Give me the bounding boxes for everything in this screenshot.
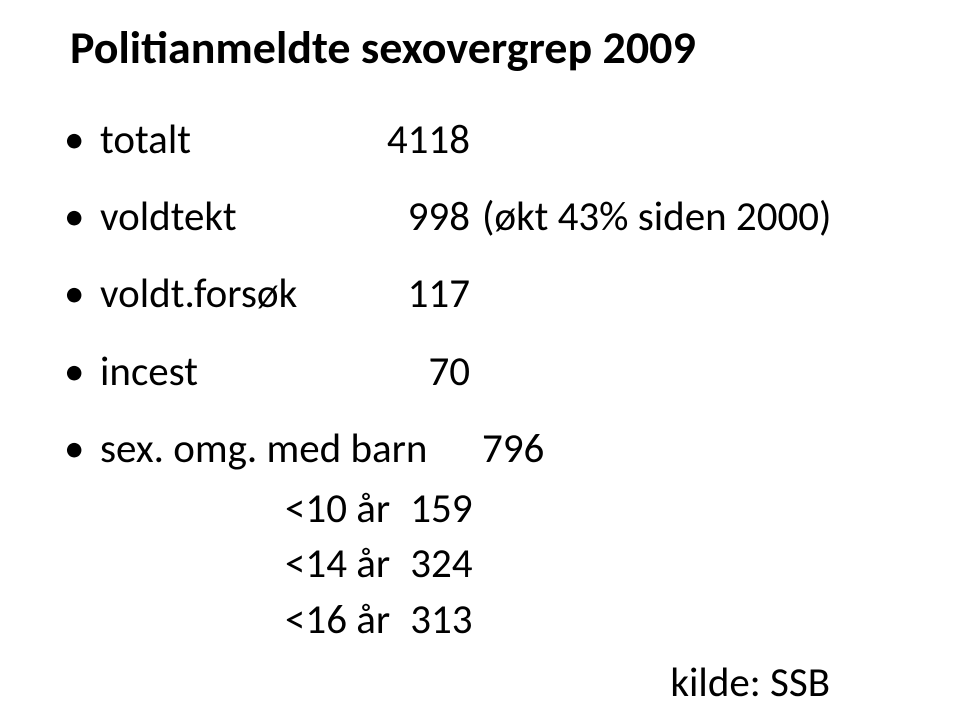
list-item: voldt.forsøk 117	[60, 270, 900, 319]
item-value: 796	[482, 425, 544, 474]
item-label: incest	[100, 348, 375, 397]
row-totalt: totalt 4118	[100, 116, 900, 165]
row-sex-omg-barn: sex. omg. med barn 796	[100, 425, 900, 474]
item-value: 4118	[375, 116, 470, 165]
sub-row: <14 år 324	[100, 537, 900, 592]
sub-row: <16 år 313	[100, 593, 900, 648]
item-label: sex. omg. med barn	[100, 425, 482, 474]
sub-label: <16 år	[100, 593, 390, 648]
slide-title: Politianmeldte sexovergrep 2009	[60, 20, 900, 76]
bullet-list: totalt 4118 voldtekt 998 (økt 43% siden …	[60, 116, 900, 648]
sub-value: 324	[390, 537, 472, 592]
slide: Politianmeldte sexovergrep 2009 totalt 4…	[0, 0, 960, 724]
sub-label: <14 år	[100, 537, 390, 592]
list-item: voldtekt 998 (økt 43% siden 2000)	[60, 193, 900, 242]
item-value: 998	[375, 193, 470, 242]
sub-rows: <10 år 159 <14 år 324 <16 år 313	[100, 482, 900, 648]
list-item: sex. omg. med barn 796 <10 år 159 <14 år…	[60, 425, 900, 648]
item-label: totalt	[100, 116, 375, 165]
row-voldtekt: voldtekt 998 (økt 43% siden 2000)	[100, 193, 900, 242]
list-item: totalt 4118	[60, 116, 900, 165]
item-note: (økt 43% siden 2000)	[482, 193, 831, 242]
item-value: 117	[375, 270, 470, 319]
sub-value: 313	[390, 593, 472, 648]
sub-label: <10 år	[100, 482, 390, 537]
row-incest: incest 70	[100, 348, 900, 397]
list-item: incest 70	[60, 348, 900, 397]
item-label: voldt.forsøk	[100, 270, 375, 319]
row-voldt-forsok: voldt.forsøk 117	[100, 270, 900, 319]
source-text: kilde: SSB	[670, 658, 830, 708]
sub-row: <10 år 159	[100, 482, 900, 537]
item-value: 70	[375, 348, 470, 397]
sub-value: 159	[390, 482, 472, 537]
item-label: voldtekt	[100, 193, 375, 242]
